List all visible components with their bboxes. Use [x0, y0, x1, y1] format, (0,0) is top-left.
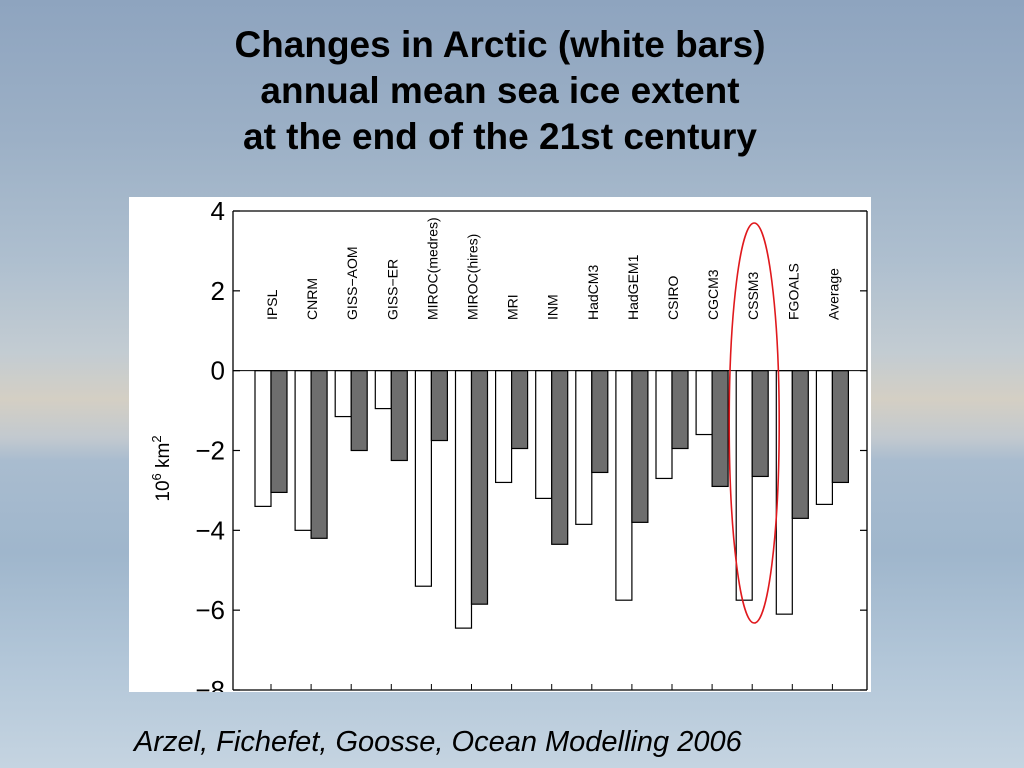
bar-average-s2: [831, 370, 850, 484]
bar-miroc-hires--s2: [470, 370, 489, 605]
category-label: FGOALS: [785, 263, 801, 320]
bar-ipsl-s2: [270, 370, 288, 494]
bar-cssm3-s1: [735, 370, 753, 601]
category-label: INM: [545, 294, 561, 320]
bar-giss-er-s2: [390, 370, 408, 462]
bar-mri-s2: [511, 370, 529, 450]
category-label: GISS−AOM: [344, 246, 360, 320]
category-label: GISS−ER: [384, 259, 400, 320]
title-line-3: at the end of the 21st century: [243, 116, 757, 157]
bar-cssm3-s2: [751, 370, 769, 478]
y-tick-label: 0: [211, 356, 225, 386]
y-axis-label: 106 km2: [149, 435, 174, 501]
bar-fgoals-s2: [791, 370, 809, 519]
bar-giss-er-s1: [374, 370, 392, 410]
bar-cgcm3-s1: [695, 370, 713, 436]
title-line-2: annual mean sea ice extent: [260, 70, 740, 111]
bar-cgcm3-s2: [711, 370, 729, 488]
category-label: CGCM3: [705, 269, 721, 320]
highlight-ellipse: [728, 222, 781, 624]
bar-mri-s1: [495, 370, 513, 484]
bar-cnrm-s1: [294, 370, 312, 531]
bar-ipsl-s1: [254, 370, 272, 507]
category-label: CNRM: [304, 278, 320, 320]
bar-hadcm3-s1: [575, 370, 593, 525]
bar-miroc-medres--s1: [414, 370, 432, 587]
bar-csiro-s2: [671, 370, 689, 450]
category-label: MRI: [505, 294, 521, 320]
bar-miroc-medres--s2: [430, 370, 448, 442]
y-tick-label: 4: [211, 197, 225, 226]
category-label: CSSM3: [745, 272, 761, 320]
category-label: Average: [825, 268, 841, 320]
category-label: MIROC(medres): [424, 217, 440, 320]
category-label: HadGEM1: [625, 254, 641, 320]
category-label: CSIRO: [665, 276, 681, 320]
bar-giss-aom-s1: [334, 370, 352, 418]
bar-hadgem1-s1: [615, 370, 633, 601]
bar-cnrm-s2: [310, 370, 328, 539]
title-line-1: Changes in Arctic (white bars): [234, 24, 766, 65]
citation: Arzel, Fichefet, Goosse, Ocean Modelling…: [134, 726, 742, 758]
y-tick-label: −8: [195, 675, 225, 692]
chart-panel: 4 2 0 −2 −4 −6 −8 106 km2 IPSL CNRM GISS−AOM GISS−E…: [129, 197, 871, 692]
category-label: MIROC(hires): [465, 234, 481, 320]
y-tick-label: −6: [195, 595, 225, 625]
bar-hadgem1-s2: [631, 370, 649, 523]
bar-giss-aom-s2: [350, 370, 368, 452]
bar-average-s1: [815, 370, 834, 505]
bar-miroc-hires--s1: [454, 370, 473, 629]
y-tick-label: −4: [195, 515, 225, 545]
y-tick-label: 2: [211, 276, 225, 306]
category-label: HadCM3: [585, 265, 601, 320]
y-tick-label: −2: [195, 436, 225, 466]
slide-title: Changes in Arctic (white bars) annual me…: [0, 22, 1000, 160]
bar-inm-s2: [551, 370, 569, 545]
bar-hadcm3-s2: [591, 370, 609, 474]
bar-inm-s1: [535, 370, 553, 500]
bar-csiro-s1: [655, 370, 673, 480]
sea-ice-bar-chart: 4 2 0 −2 −4 −6 −8 106 km2 IPSL CNRM GISS−AOM GISS−E…: [149, 197, 868, 692]
category-label: IPSL: [264, 289, 280, 320]
